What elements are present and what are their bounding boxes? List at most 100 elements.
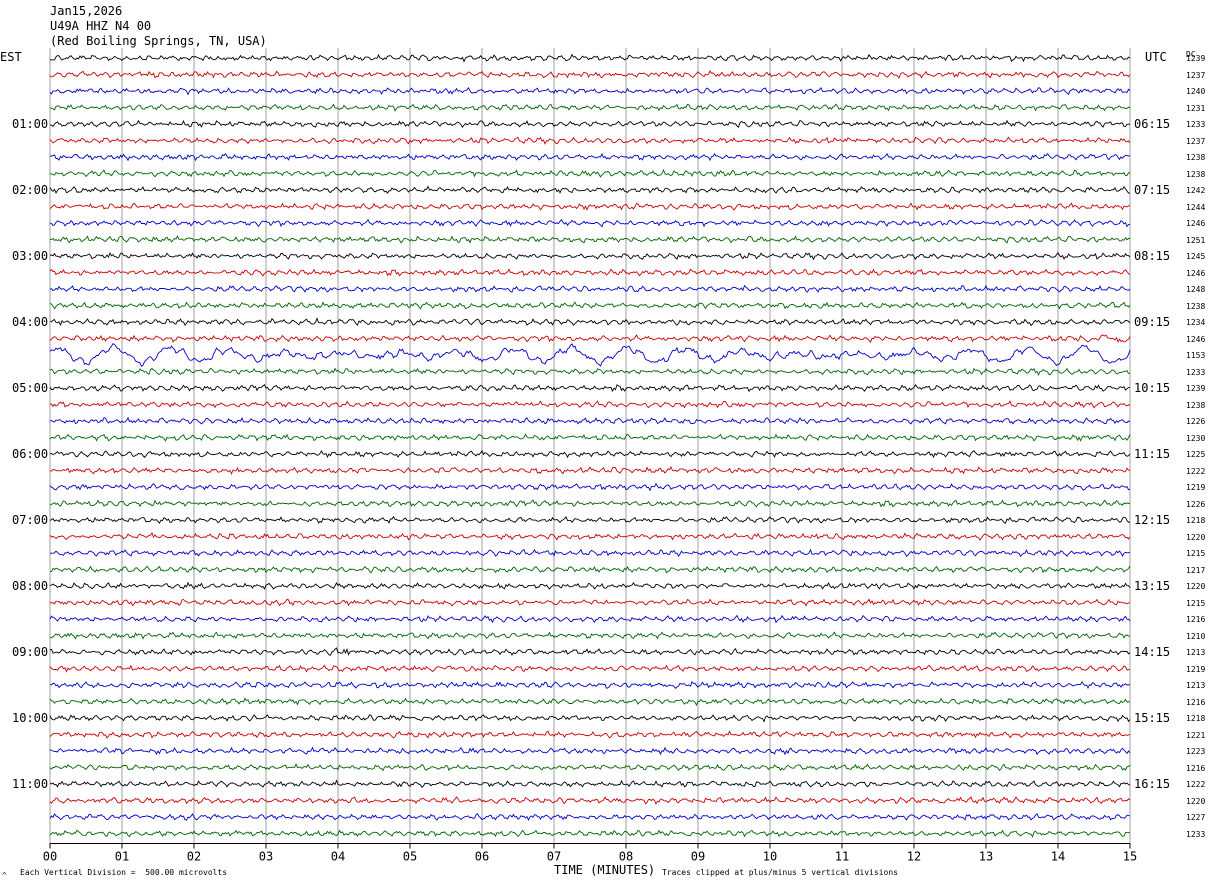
dc-offset-label: 1219 bbox=[1186, 483, 1206, 492]
trace-line bbox=[49, 383, 1131, 393]
trace-line bbox=[49, 317, 1131, 327]
location-label: (Red Boiling Springs, TN, USA) bbox=[50, 34, 267, 48]
dc-offset-label: 1233 bbox=[1186, 120, 1206, 129]
dc-offset-label: 1230 bbox=[1186, 433, 1206, 443]
dc-offset-label: 1244 bbox=[1186, 202, 1206, 212]
dc-offset-label: 1215 bbox=[1186, 598, 1206, 608]
dc-offset-label: 1238 bbox=[1186, 169, 1206, 179]
trace-line bbox=[49, 515, 1131, 524]
x-tick-label: 13 bbox=[979, 850, 993, 864]
left-hour-label: 10:00 bbox=[12, 711, 49, 725]
seismic-traces bbox=[49, 53, 1131, 838]
left-hour-label: 05:00 bbox=[12, 381, 49, 395]
right-hour-label: 14:15 bbox=[1134, 645, 1171, 659]
dc-offset-label: 1238 bbox=[1186, 400, 1206, 410]
x-tick-label: 05 bbox=[403, 850, 417, 864]
left-hour-label: 06:00 bbox=[12, 447, 49, 461]
dc-offset-label: 1239 bbox=[1186, 54, 1206, 63]
dc-offset-label: 1153 bbox=[1186, 351, 1206, 360]
trace-line bbox=[49, 680, 1131, 690]
trace-line bbox=[49, 202, 1131, 211]
dc-offset-label: 1215 bbox=[1186, 549, 1206, 558]
trace-line bbox=[49, 69, 1131, 79]
right-hour-label: 16:15 bbox=[1134, 777, 1171, 791]
dc-offset-label: 1222 bbox=[1186, 780, 1206, 789]
dc-offset-label: 1237 bbox=[1186, 136, 1206, 146]
dc-offset-label: 1218 bbox=[1186, 714, 1206, 723]
x-tick-label: 11 bbox=[835, 850, 849, 864]
dc-offset-label: 1221 bbox=[1186, 730, 1206, 740]
dc-offset-label: 1234 bbox=[1186, 318, 1206, 327]
dc-offset-label: 1246 bbox=[1186, 334, 1206, 344]
left-hour-label: 11:00 bbox=[12, 777, 49, 791]
trace-line bbox=[49, 829, 1131, 838]
dc-offset-label: 1216 bbox=[1186, 697, 1206, 707]
trace-line bbox=[49, 631, 1131, 640]
dc-column-header: DC bbox=[1186, 50, 1196, 59]
clip-note: Traces clipped at plus/minus 5 vertical … bbox=[662, 868, 899, 877]
trace-line bbox=[49, 812, 1131, 822]
left-hour-label: 07:00 bbox=[12, 513, 49, 527]
dc-offset-label: 1220 bbox=[1186, 582, 1206, 591]
dc-offset-label: 1227 bbox=[1186, 813, 1206, 822]
trace-line bbox=[49, 218, 1131, 228]
trace-line bbox=[49, 400, 1131, 409]
trace-line bbox=[49, 714, 1131, 723]
x-tick-label: 14 bbox=[1051, 850, 1065, 864]
dc-offset-label: 1210 bbox=[1186, 631, 1206, 641]
right-hour-label: 15:15 bbox=[1134, 711, 1171, 725]
x-tick-label: 00 bbox=[43, 850, 57, 864]
right-hour-label: 08:15 bbox=[1134, 249, 1171, 263]
left-hour-label: 03:00 bbox=[12, 249, 49, 263]
dc-offset-label: 1246 bbox=[1186, 268, 1206, 278]
right-hour-label: 11:15 bbox=[1134, 447, 1171, 461]
dc-offset-label: 1231 bbox=[1186, 103, 1206, 113]
dc-offset-label: 1213 bbox=[1186, 648, 1206, 657]
trace-line bbox=[49, 367, 1131, 377]
dc-offset-label: 1220 bbox=[1186, 532, 1206, 542]
station-label: U49A HHZ N4 00 bbox=[50, 19, 152, 33]
trace-line bbox=[49, 119, 1131, 129]
trace-line bbox=[49, 86, 1131, 96]
dc-offset-label: 1225 bbox=[1186, 450, 1206, 459]
x-tick-label: 15 bbox=[1123, 850, 1137, 864]
dc-offset-label: 1233 bbox=[1186, 367, 1206, 377]
trace-line bbox=[49, 465, 1131, 475]
trace-line bbox=[49, 779, 1131, 789]
trace-line bbox=[49, 416, 1131, 425]
dc-offset-label: 1246 bbox=[1186, 219, 1206, 228]
trace-line bbox=[49, 647, 1131, 656]
trace-line bbox=[49, 482, 1131, 492]
trace-line bbox=[50, 565, 1131, 574]
trace-line bbox=[49, 268, 1131, 277]
x-tick-label: 03 bbox=[259, 850, 273, 864]
dc-offset-label: 1217 bbox=[1186, 565, 1206, 575]
date-label: Jan15,2026 bbox=[50, 4, 123, 18]
x-tick-label: 09 bbox=[691, 850, 705, 864]
trace-line bbox=[49, 499, 1131, 508]
trace-line bbox=[49, 697, 1131, 707]
dc-offset-label: 1242 bbox=[1186, 186, 1206, 195]
dc-offset-label: 1238 bbox=[1186, 301, 1206, 311]
dc-offset-label: 1238 bbox=[1186, 153, 1206, 162]
dc-offset-label: 1226 bbox=[1186, 417, 1206, 426]
trace-line bbox=[50, 235, 1131, 244]
scale-note: Each Vertical Division = 500.00 microvol… bbox=[20, 868, 228, 877]
dc-offset-label: 1226 bbox=[1186, 499, 1206, 509]
trace-line bbox=[49, 284, 1131, 293]
right-hour-label: 12:15 bbox=[1134, 513, 1171, 527]
left-timezone-label: EST bbox=[0, 50, 22, 64]
right-hour-label: 09:15 bbox=[1134, 315, 1171, 329]
x-tick-label: 12 bbox=[907, 850, 921, 864]
trace-line bbox=[49, 746, 1131, 756]
grid-lines bbox=[49, 48, 1131, 844]
dc-offset-label: 1239 bbox=[1186, 384, 1206, 393]
trace-line bbox=[49, 730, 1131, 739]
trace-line bbox=[49, 334, 1131, 343]
trace-line bbox=[49, 152, 1131, 162]
x-tick-label: 02 bbox=[187, 850, 201, 864]
x-tick-label: 06 bbox=[475, 850, 489, 864]
x-axis: 00 01 02 03 04 05 06 07 08 09 10 11 12 13 14 15 bbox=[43, 843, 1137, 864]
dc-offset-label: 1223 bbox=[1186, 747, 1206, 756]
x-tick-label: 07 bbox=[547, 850, 561, 864]
